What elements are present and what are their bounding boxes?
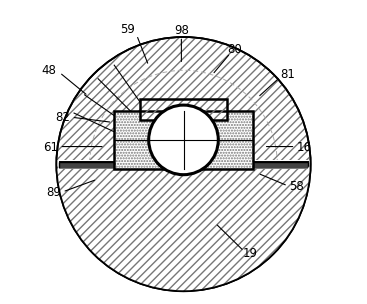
Bar [59,162,308,169]
Polygon shape [57,164,310,291]
Text: 80: 80 [228,43,242,56]
Bar [57,160,310,170]
Bar [114,111,253,169]
Circle shape [149,105,218,175]
Bar [139,99,228,120]
Text: 61: 61 [43,141,58,154]
Text: 59: 59 [120,23,135,36]
Bar [139,99,228,120]
Text: 48: 48 [41,64,56,77]
Text: 98: 98 [175,24,189,37]
Text: 82: 82 [55,111,70,124]
Text: 16: 16 [297,141,312,154]
Text: 58: 58 [290,180,304,193]
Bar [139,99,228,120]
Text: 89: 89 [46,186,61,199]
Circle shape [57,37,310,291]
Text: 19: 19 [243,247,258,260]
Bar [114,111,253,169]
Bar [114,111,253,169]
Text: 81: 81 [280,68,295,81]
